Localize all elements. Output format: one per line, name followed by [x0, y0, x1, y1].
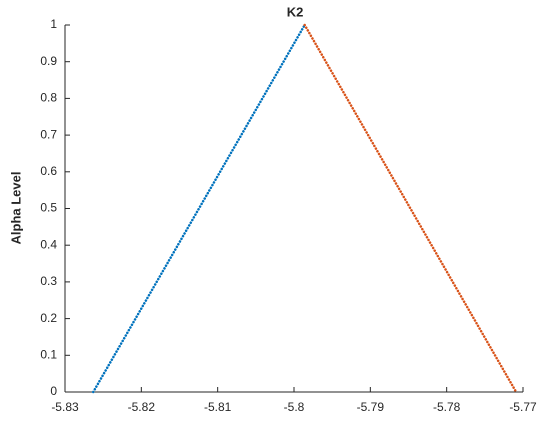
y-tick-label: 0.6 [40, 164, 57, 178]
chart-title: K2 [287, 4, 304, 19]
y-tick-label: 0.3 [40, 274, 57, 288]
y-tick-label: 0.4 [40, 237, 57, 251]
x-tick-label: -5.82 [128, 400, 156, 414]
x-tick-label: -5.83 [51, 400, 79, 414]
data-line [91, 23, 306, 394]
x-tick-label: -5.81 [204, 400, 232, 414]
y-tick-label: 0.9 [40, 54, 57, 68]
y-tick-label: 0.7 [40, 127, 57, 141]
y-tick-label: 0.1 [40, 347, 57, 361]
x-tick-label: -5.79 [357, 400, 385, 414]
y-tick-label: 1 [50, 17, 57, 31]
y-axis-label: Alpha Level [8, 172, 23, 245]
y-tick-label: 0.5 [40, 201, 57, 215]
y-tick-label: 0.8 [40, 91, 57, 105]
x-tick-label: -5.77 [509, 400, 537, 414]
x-tick-label: -5.78 [433, 400, 461, 414]
data-line [303, 23, 518, 394]
y-tick-label: 0 [50, 384, 57, 398]
x-tick-label: -5.8 [284, 400, 305, 414]
y-tick-label: 0.2 [40, 311, 57, 325]
